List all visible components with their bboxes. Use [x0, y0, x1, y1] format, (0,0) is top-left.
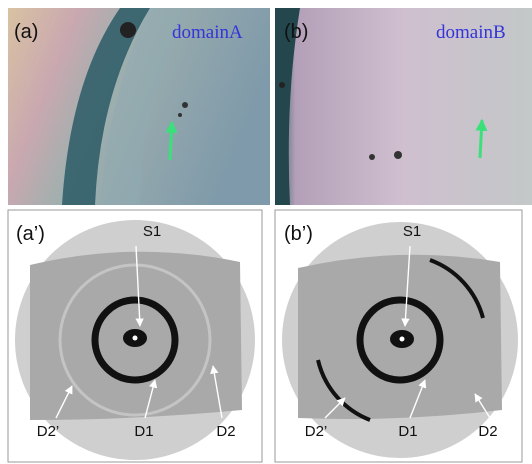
domain-name: domainA: [172, 22, 243, 43]
annotation: D2: [478, 423, 497, 440]
panel-label: (a): [14, 21, 38, 43]
annotation: D2’: [305, 423, 328, 440]
panel-label: (b): [284, 21, 308, 43]
annotation: S1: [403, 223, 421, 240]
panel-label: (a’): [16, 223, 45, 245]
annotation: D2’: [37, 423, 60, 440]
figure: (a) domainA (b) domainB (a’) S1 D2’ D1 D…: [0, 0, 532, 464]
annotation: D1: [134, 423, 153, 440]
panel-label: (b’): [284, 223, 313, 245]
domain-name: domainB: [436, 22, 506, 43]
annotation: S1: [143, 223, 161, 240]
annotation: D2: [216, 423, 235, 440]
annotation: D1: [398, 423, 417, 440]
